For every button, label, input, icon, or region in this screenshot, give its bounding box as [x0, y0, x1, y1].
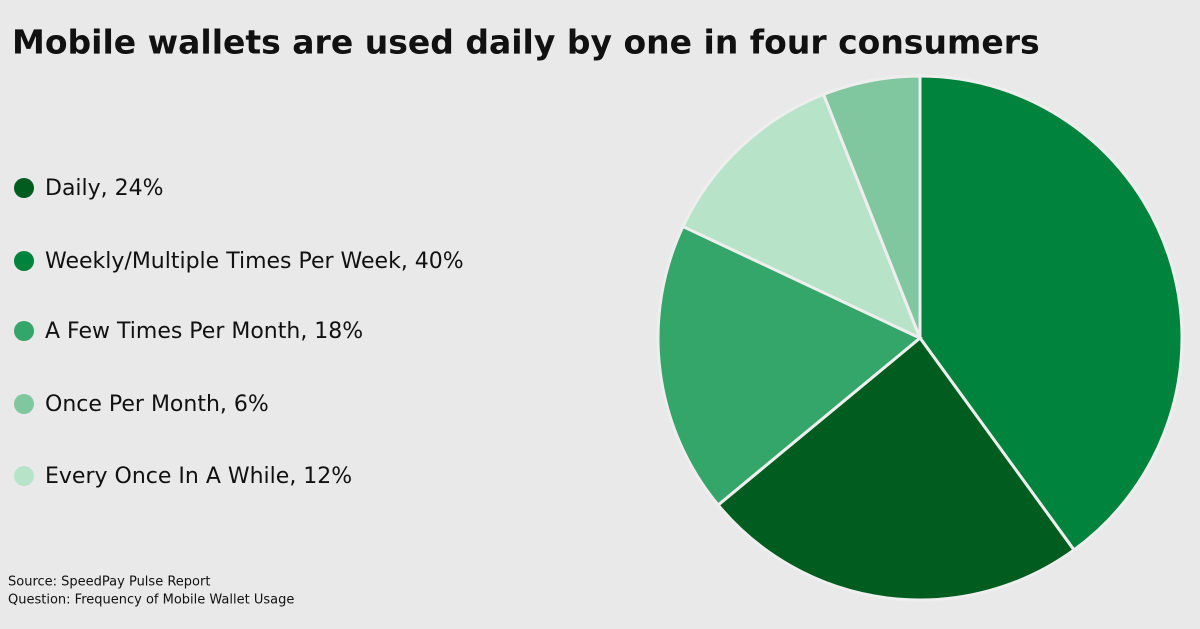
legend-label: Every Once In A While, 12%	[45, 464, 352, 489]
question-note: Question: Frequency of Mobile Wallet Usa…	[8, 593, 294, 608]
pie-slice	[918, 74, 1184, 553]
pie-slice	[716, 335, 1077, 602]
legend-label: Weekly/Multiple Times Per Week, 40%	[45, 249, 464, 274]
legend-swatch	[14, 466, 34, 486]
pie-slice	[821, 74, 922, 339]
legend-label: Once Per Month, 6%	[45, 392, 269, 417]
legend-label: A Few Times Per Month, 18%	[45, 319, 363, 344]
legend-swatch	[14, 321, 34, 341]
source-note: Source: SpeedPay Pulse Report	[8, 575, 210, 590]
pie-slice	[680, 92, 923, 341]
legend-swatch	[14, 251, 34, 271]
legend-swatch	[14, 394, 34, 414]
legend-swatch	[14, 178, 34, 198]
pie-slice	[656, 224, 923, 508]
chart-title: Mobile wallets are used daily by one in …	[12, 23, 1040, 62]
legend-label: Daily, 24%	[45, 176, 164, 201]
